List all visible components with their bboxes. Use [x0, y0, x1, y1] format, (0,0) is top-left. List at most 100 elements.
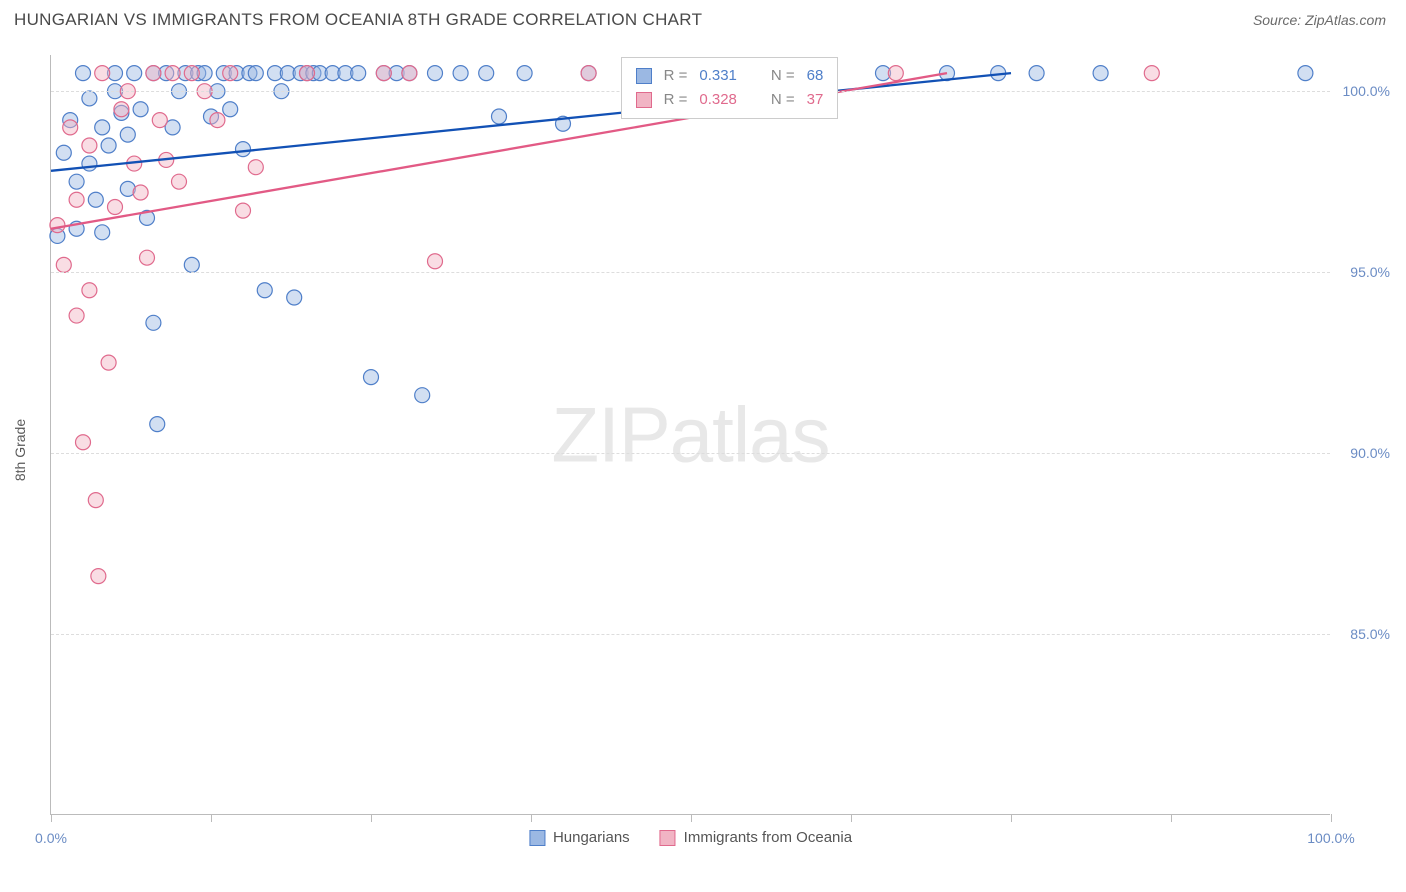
scatter-point	[300, 66, 315, 81]
x-tick-label: 100.0%	[1307, 830, 1354, 846]
scatter-point	[69, 308, 84, 323]
bottom-legend: Hungarians Immigrants from Oceania	[529, 829, 852, 846]
scatter-point	[581, 66, 596, 81]
scatter-point	[101, 355, 116, 370]
stat-r-label: R =	[664, 64, 688, 88]
scatter-point	[120, 127, 135, 142]
x-tick	[211, 814, 212, 822]
scatter-point	[69, 174, 84, 189]
chart-title: HUNGARIAN VS IMMIGRANTS FROM OCEANIA 8TH…	[14, 10, 702, 30]
chart-svg	[51, 55, 1331, 815]
legend-swatch	[529, 830, 545, 846]
grid-line	[51, 272, 1330, 273]
scatter-point	[492, 109, 507, 124]
scatter-point	[223, 66, 238, 81]
stat-r-value: 0.328	[699, 88, 737, 112]
scatter-point	[101, 138, 116, 153]
scatter-point	[1093, 66, 1108, 81]
x-tick-label: 0.0%	[35, 830, 67, 846]
legend-swatch	[660, 830, 676, 846]
stat-r-label: R =	[664, 88, 688, 112]
source-label: Source: ZipAtlas.com	[1253, 12, 1386, 28]
chart-container: 8th Grade ZIPatlas 85.0%90.0%95.0%100.0%…	[50, 55, 1390, 845]
scatter-point	[210, 113, 225, 128]
stat-r-value: 0.331	[699, 64, 737, 88]
scatter-point	[223, 102, 238, 117]
scatter-point	[82, 91, 97, 106]
legend-swatch	[636, 92, 652, 108]
y-tick-label: 95.0%	[1350, 264, 1390, 280]
stat-n-value: 68	[807, 64, 824, 88]
plot-area: ZIPatlas 85.0%90.0%95.0%100.0%0.0%100.0%…	[50, 55, 1330, 815]
x-tick	[51, 814, 52, 822]
y-tick-label: 90.0%	[1350, 445, 1390, 461]
scatter-point	[376, 66, 391, 81]
scatter-point	[88, 493, 103, 508]
scatter-point	[1144, 66, 1159, 81]
scatter-point	[88, 192, 103, 207]
scatter-point	[95, 225, 110, 240]
scatter-point	[172, 174, 187, 189]
y-tick-label: 100.0%	[1343, 83, 1390, 99]
y-axis-label: 8th Grade	[12, 419, 28, 481]
scatter-point	[184, 66, 199, 81]
legend-label: Hungarians	[553, 829, 630, 846]
scatter-point	[152, 113, 167, 128]
scatter-point	[428, 66, 443, 81]
stat-n-label: N =	[771, 88, 795, 112]
x-tick	[531, 814, 532, 822]
scatter-point	[63, 120, 78, 135]
x-tick	[371, 814, 372, 822]
scatter-point	[351, 66, 366, 81]
stats-row: R = 0.328 N = 37	[636, 88, 824, 112]
scatter-point	[415, 388, 430, 403]
scatter-point	[91, 569, 106, 584]
scatter-point	[165, 66, 180, 81]
stats-row: R = 0.331 N = 68	[636, 64, 824, 88]
scatter-point	[82, 156, 97, 171]
scatter-point	[428, 254, 443, 269]
x-tick	[1331, 814, 1332, 822]
grid-line	[51, 453, 1330, 454]
scatter-point	[56, 257, 71, 272]
scatter-point	[479, 66, 494, 81]
scatter-point	[127, 66, 142, 81]
scatter-point	[453, 66, 468, 81]
legend-item: Immigrants from Oceania	[660, 829, 852, 846]
scatter-point	[133, 102, 148, 117]
scatter-point	[140, 250, 155, 265]
scatter-point	[146, 66, 161, 81]
scatter-point	[82, 138, 97, 153]
scatter-point	[184, 257, 199, 272]
scatter-point	[236, 142, 251, 157]
scatter-point	[69, 192, 84, 207]
scatter-point	[888, 66, 903, 81]
scatter-point	[364, 370, 379, 385]
scatter-point	[150, 417, 165, 432]
scatter-point	[257, 283, 272, 298]
x-tick	[1011, 814, 1012, 822]
scatter-point	[95, 120, 110, 135]
scatter-point	[248, 66, 263, 81]
scatter-point	[114, 102, 129, 117]
scatter-point	[76, 66, 91, 81]
scatter-point	[133, 185, 148, 200]
x-tick	[1171, 814, 1172, 822]
x-tick	[691, 814, 692, 822]
grid-line	[51, 634, 1330, 635]
x-tick	[851, 814, 852, 822]
scatter-point	[236, 203, 251, 218]
scatter-point	[56, 145, 71, 160]
stat-n-value: 37	[807, 88, 824, 112]
scatter-point	[95, 66, 110, 81]
legend-item: Hungarians	[529, 829, 630, 846]
scatter-point	[1029, 66, 1044, 81]
scatter-point	[1298, 66, 1313, 81]
legend-swatch	[636, 68, 652, 84]
scatter-point	[82, 283, 97, 298]
stats-box: R = 0.331 N = 68 R = 0.328 N = 37	[621, 57, 839, 119]
scatter-point	[402, 66, 417, 81]
scatter-point	[248, 160, 263, 175]
stat-n-label: N =	[771, 64, 795, 88]
scatter-point	[50, 218, 65, 233]
